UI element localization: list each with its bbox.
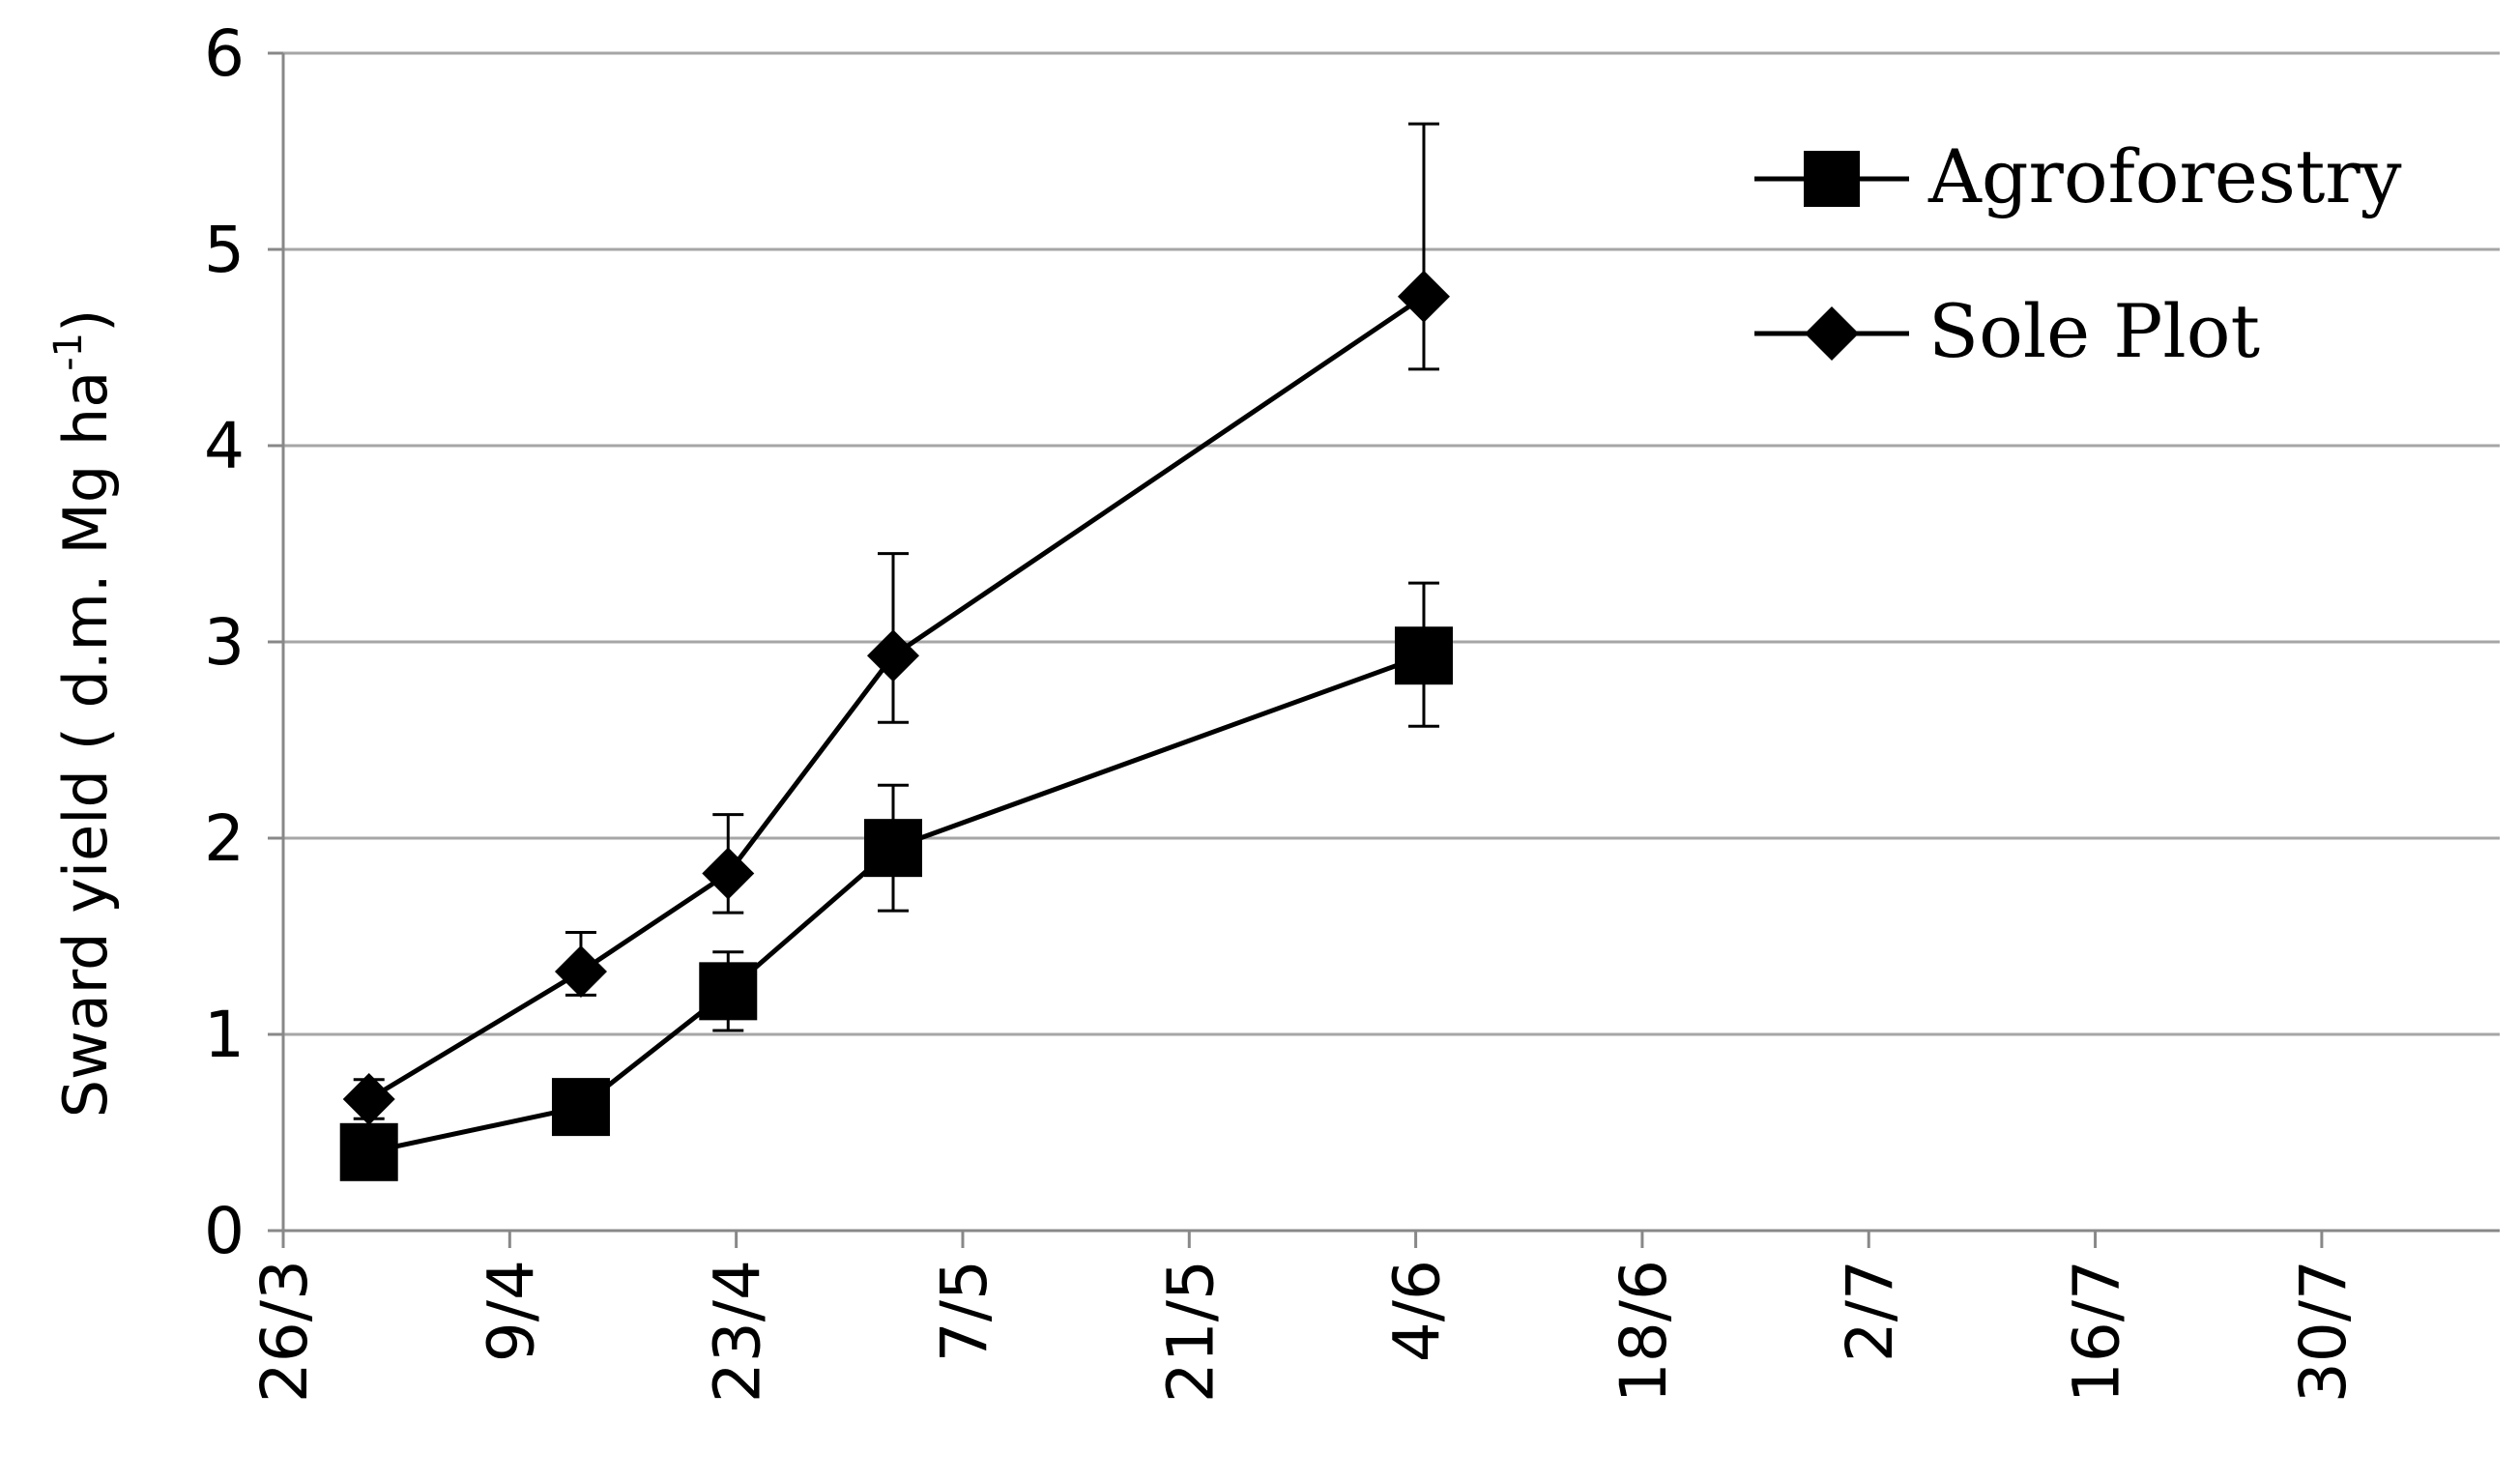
data-point (699, 962, 758, 1021)
data-point (866, 629, 919, 682)
y-tick-label: 5 (204, 213, 245, 287)
y-tick-label: 3 (204, 605, 245, 680)
y-axis-title-group: Sward yield ( d.m. Mg ha-1) (46, 309, 121, 1118)
legend-label: Sole Plot (1928, 288, 2260, 374)
y-axis-title-close: ) (50, 309, 121, 333)
data-series (339, 122, 1453, 1181)
y-tick-label: 6 (204, 16, 245, 91)
data-point (863, 819, 922, 878)
axes (268, 51, 2500, 1248)
data-point (551, 1078, 610, 1137)
x-tick-labels: 26/3 9/4 23/4 7/5 21/5 4/6 18/6 2/7 16/7 30/7 (247, 1260, 2361, 1403)
x-tick-label: 23/4 (701, 1260, 775, 1403)
y-tick-label: 1 (204, 998, 245, 1072)
x-tick-label: 2/7 (1833, 1260, 1907, 1362)
data-point (339, 1122, 398, 1181)
series-line (368, 653, 1425, 1155)
y-tick-label: 4 (204, 409, 245, 483)
x-tick-label: 26/3 (247, 1260, 322, 1403)
legend-entry: Sole Plot (1754, 288, 2260, 374)
data-point (342, 1072, 395, 1125)
series-line (367, 294, 1426, 1102)
y-axis-title-main: Sward yield ( d.m. Mg ha (50, 371, 121, 1118)
y-tick-label: 2 (204, 801, 245, 876)
data-point (702, 847, 755, 900)
x-tick-label: 4/6 (1380, 1260, 1455, 1362)
x-tick-label: 30/7 (2286, 1260, 2361, 1403)
legend-marker (1805, 306, 1859, 361)
legend-marker (1804, 151, 1860, 207)
x-tick-label: 16/7 (2060, 1260, 2134, 1403)
data-point (554, 945, 607, 999)
data-point (1394, 626, 1453, 685)
y-axis-title-superscript: -1 (46, 333, 91, 371)
y-tick-labels: 0 1 2 3 4 5 6 (204, 16, 245, 1268)
y-axis-title: Sward yield ( d.m. Mg ha-1) (46, 309, 121, 1118)
legend: Agroforestry Sole Plot (1754, 133, 2402, 374)
data-point (1397, 270, 1450, 323)
legend-entry: Agroforestry (1754, 133, 2402, 219)
series-sole-plot (342, 122, 1450, 1125)
gridlines (283, 51, 2500, 1036)
x-tick-label: 21/5 (1153, 1260, 1228, 1403)
x-tick-label: 18/6 (1607, 1260, 1681, 1403)
y-tick-label: 0 (204, 1194, 245, 1268)
x-tick-label: 7/5 (927, 1260, 1001, 1362)
x-tick-label: 9/4 (474, 1260, 548, 1362)
legend-label: Agroforestry (1927, 133, 2402, 219)
series-agroforestry (339, 581, 1453, 1181)
